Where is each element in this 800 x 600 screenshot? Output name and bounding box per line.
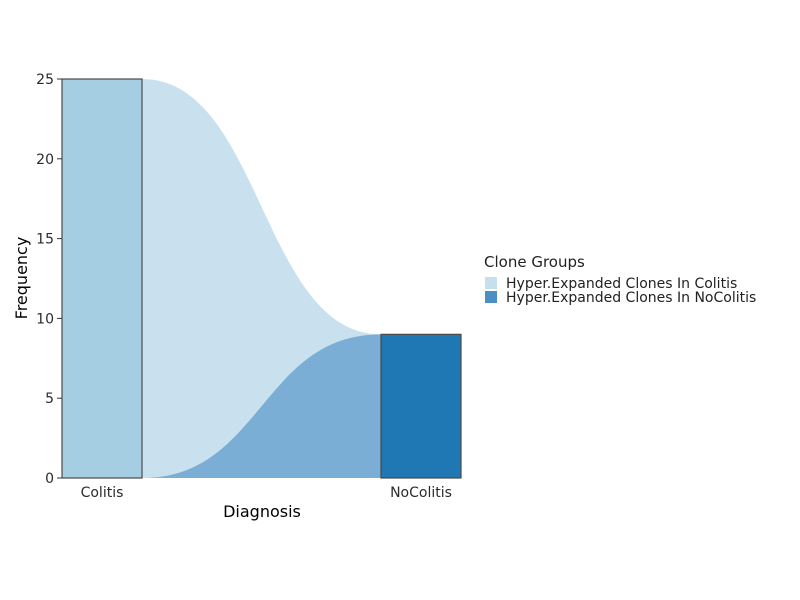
legend-label-1: Hyper.Expanded Clones In Colitis (506, 276, 737, 292)
legend-swatch-2 (485, 291, 497, 303)
stratum-colitis-1 (61, 78, 143, 479)
legend-swatch-1 (485, 277, 497, 289)
x-axis-title: Diagnosis (223, 502, 301, 521)
y-tick-label: 5 (45, 391, 54, 407)
strata-layer (61, 78, 462, 479)
x-tick-label-nocolitis: NoColitis (390, 485, 452, 501)
y-axis-title: Frequency (12, 237, 31, 320)
flows-layer (142, 79, 381, 478)
y-tick-label: 10 (36, 311, 54, 327)
stratum-nocolitis-2 (380, 333, 462, 479)
legend-title: Clone Groups (484, 253, 585, 271)
flow-2 (142, 334, 381, 478)
legend: Clone Groups Hyper.Expanded Clones In Co… (484, 253, 756, 306)
x-axis: Colitis NoColitis (81, 485, 452, 501)
y-tick-label: 15 (36, 232, 54, 248)
flow-1 (142, 79, 381, 478)
y-tick-label: 25 (36, 72, 54, 88)
y-tick-label: 0 (45, 471, 54, 487)
y-tick-label: 20 (36, 152, 54, 168)
x-tick-label-colitis: Colitis (81, 485, 124, 501)
y-axis: 0 5 10 15 20 25 (36, 72, 62, 487)
legend-label-2: Hyper.Expanded Clones In NoColitis (506, 290, 756, 306)
